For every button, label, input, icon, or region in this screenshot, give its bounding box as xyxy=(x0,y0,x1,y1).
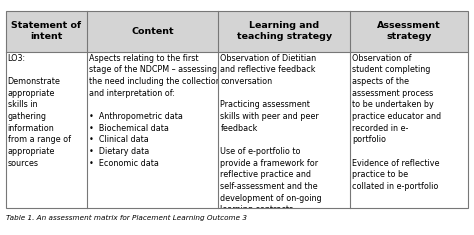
Text: Learning and
teaching strategy: Learning and teaching strategy xyxy=(237,21,332,41)
Bar xyxy=(6,52,87,208)
Text: Statement of
intent: Statement of intent xyxy=(11,21,81,41)
Bar xyxy=(87,11,219,52)
Text: LO3:

Demonstrate
appropriate
skills in
gathering
information
from a range of
ap: LO3: Demonstrate appropriate skills in g… xyxy=(8,54,71,168)
Text: Assessment
strategy: Assessment strategy xyxy=(377,21,441,41)
Bar xyxy=(219,52,350,208)
Bar xyxy=(350,11,468,52)
Bar xyxy=(6,11,468,208)
Bar xyxy=(87,52,219,208)
Bar xyxy=(219,11,350,52)
Text: Observation of Dietitian
and reflective feedback
conversation

Practicing assess: Observation of Dietitian and reflective … xyxy=(220,54,322,214)
Text: Aspects relating to the first
stage of the NDCPM – assessing
the need including : Aspects relating to the first stage of t… xyxy=(89,54,220,168)
Text: Table 1. An assessment matrix for Placement Learning Outcome 3: Table 1. An assessment matrix for Placem… xyxy=(6,215,246,221)
Text: Observation of
student completing
aspects of the
assessment process
to be undert: Observation of student completing aspect… xyxy=(352,54,441,191)
Bar xyxy=(350,52,468,208)
Text: Content: Content xyxy=(131,27,174,36)
Bar xyxy=(6,11,87,52)
